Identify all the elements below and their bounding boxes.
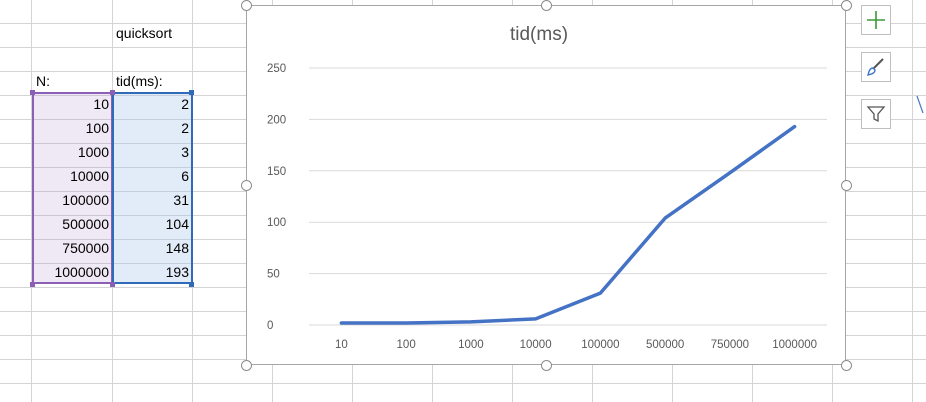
- cell-n-value[interactable]: 500000: [62, 216, 109, 232]
- x-tick-label: 10: [335, 339, 348, 351]
- y-tick-label: 0: [267, 320, 273, 332]
- partial-shape-line: [916, 95, 924, 114]
- x-tick-label: 750000: [711, 339, 749, 351]
- series-line[interactable]: [339, 124, 797, 325]
- cell-time-value[interactable]: 193: [165, 264, 189, 280]
- resize-handle-left[interactable]: [241, 180, 252, 191]
- y-tick-label: 50: [267, 269, 280, 281]
- resize-handle-top[interactable]: [541, 0, 552, 11]
- chart-gridlines: [309, 67, 827, 326]
- cell-time-value[interactable]: 104: [165, 216, 189, 232]
- cell-time-value[interactable]: 2: [181, 120, 189, 136]
- cell-n-value[interactable]: 100: [85, 120, 109, 136]
- selection-handle[interactable]: [189, 90, 194, 95]
- selection-handle[interactable]: [30, 90, 35, 95]
- cell-time-value[interactable]: 31: [173, 192, 189, 208]
- cell-n-value[interactable]: 750000: [62, 240, 109, 256]
- chart-filters-button[interactable]: [861, 99, 891, 129]
- resize-handle-top-left[interactable]: [241, 0, 252, 11]
- chart-styles-button[interactable]: [861, 52, 891, 82]
- cell-n-value[interactable]: 1000: [77, 144, 109, 160]
- selection-handle[interactable]: [30, 282, 35, 287]
- x-tick-label: 100000: [581, 339, 619, 351]
- x-axis-labels: 10 100 1000 10000 100000 500000 750000 1000000: [335, 339, 817, 351]
- plus-icon: [867, 11, 885, 29]
- selection-handle[interactable]: [110, 90, 115, 95]
- cell-n-value[interactable]: 10: [93, 96, 109, 112]
- x-tick-label: 10000: [520, 339, 552, 351]
- selection-range-n: [32, 92, 113, 284]
- selection-handle[interactable]: [110, 282, 115, 287]
- chart-area[interactable]: tid(ms) 0 50 100 150 200 250 10 100 1000 10000 10…: [246, 5, 846, 365]
- x-tick-label: 1000: [458, 339, 484, 351]
- x-tick-label: 100: [397, 339, 416, 351]
- resize-handle-bottom-right[interactable]: [841, 360, 852, 371]
- column-b-header[interactable]: tid(ms):: [116, 73, 163, 89]
- column-a-header[interactable]: N:: [36, 73, 50, 89]
- cell-time-value[interactable]: 3: [181, 144, 189, 160]
- x-tick-label: 1000000: [772, 339, 817, 351]
- cell-time-value[interactable]: 6: [181, 168, 189, 184]
- selection-handle[interactable]: [189, 282, 194, 287]
- cell-n-value[interactable]: 10000: [70, 168, 109, 184]
- cell-n-value[interactable]: 1000000: [54, 264, 109, 280]
- x-tick-label: 500000: [646, 339, 684, 351]
- cell-time-value[interactable]: 2: [181, 96, 189, 112]
- cell-time-value[interactable]: 148: [165, 240, 189, 256]
- sheet-header-label[interactable]: quicksort: [116, 25, 173, 41]
- cell-n-value[interactable]: 100000: [62, 192, 109, 208]
- y-axis-labels: 0 50 100 150 200 250: [267, 63, 286, 332]
- y-tick-label: 100: [267, 217, 286, 229]
- resize-handle-bottom[interactable]: [541, 360, 552, 371]
- y-tick-label: 200: [267, 114, 286, 126]
- chart-elements-button[interactable]: [861, 5, 891, 35]
- brush-icon: [867, 58, 884, 76]
- chart-title[interactable]: tid(ms): [510, 24, 568, 45]
- selection-range-time: [112, 92, 193, 284]
- resize-handle-bottom-left[interactable]: [241, 360, 252, 371]
- resize-handle-top-right[interactable]: [841, 0, 852, 11]
- y-tick-label: 250: [267, 63, 286, 75]
- y-tick-label: 150: [267, 166, 286, 178]
- funnel-icon: [866, 106, 886, 123]
- resize-handle-right[interactable]: [841, 180, 852, 191]
